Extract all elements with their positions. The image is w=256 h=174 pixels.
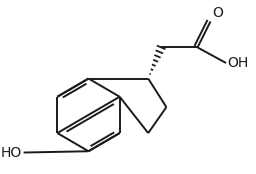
Text: OH: OH — [227, 56, 249, 70]
Text: HO: HO — [1, 145, 22, 160]
Text: O: O — [212, 6, 223, 20]
